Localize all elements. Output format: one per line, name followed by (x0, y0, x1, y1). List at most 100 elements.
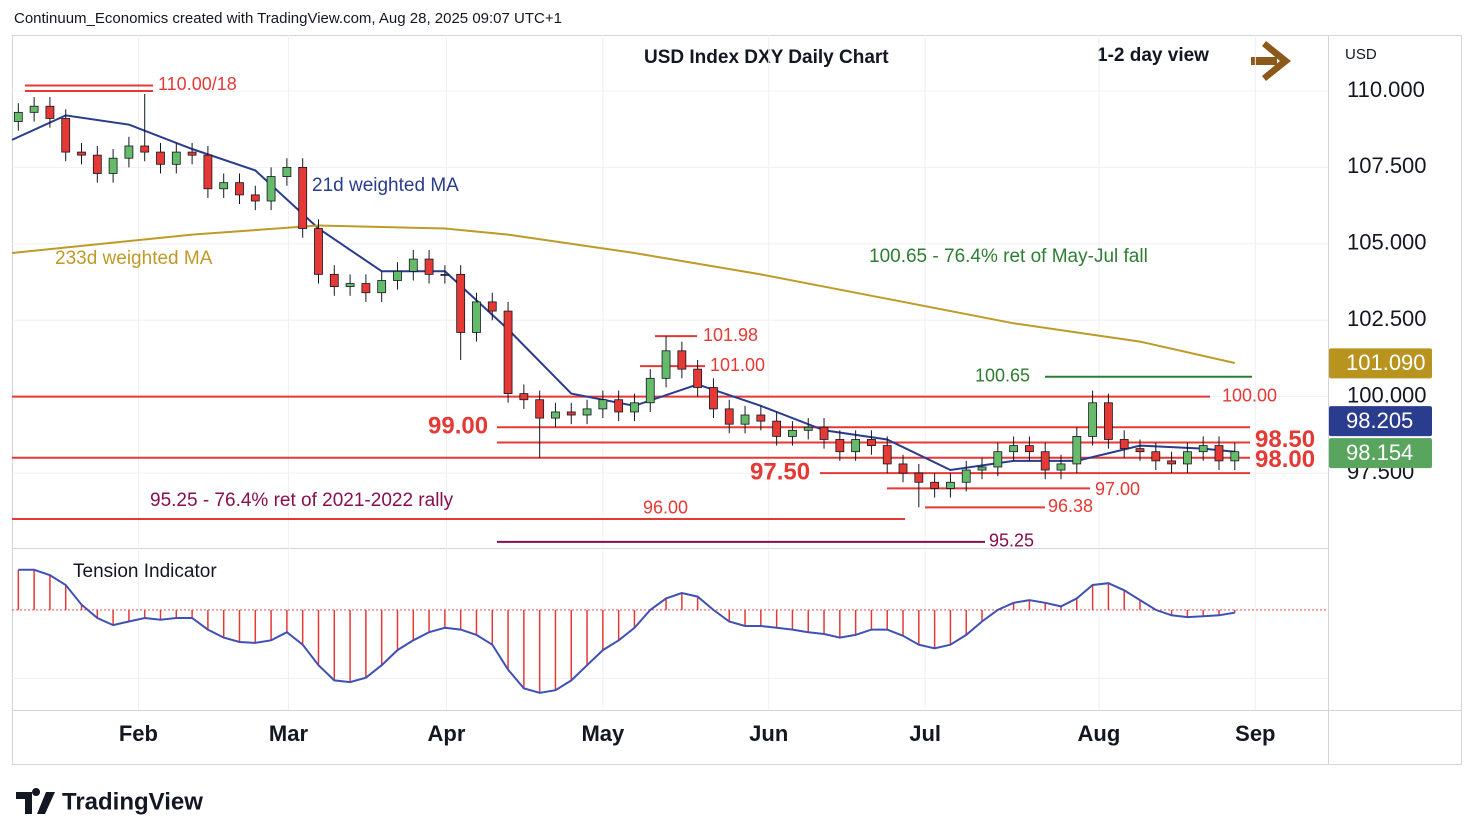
y-tick-label: 100.000 (1347, 382, 1427, 407)
candle-body (598, 399, 608, 410)
brand-logo: TradingView (16, 788, 203, 815)
candle-body (282, 166, 292, 177)
view-label: 1-2 day view (1097, 45, 1209, 66)
candle-body (882, 445, 892, 465)
candle-body (1009, 445, 1019, 453)
y-tick-label: 107.500 (1347, 153, 1427, 178)
candle-body (709, 387, 718, 410)
price-tag-label: 98.205 (1346, 408, 1413, 433)
ma-line (11, 224, 1236, 364)
candle-body (803, 426, 813, 431)
frame (12, 35, 1462, 765)
level-label: 99.00 (428, 413, 488, 440)
x-tick-label: Jul (909, 721, 941, 746)
candle-body (219, 182, 229, 190)
level-label: 95.25 (989, 531, 1034, 551)
x-tick-label: May (581, 721, 625, 746)
candle-body (77, 151, 86, 156)
price-tag-label: 98.154 (1346, 440, 1413, 465)
candle-body (124, 145, 134, 159)
candle-body (1040, 451, 1050, 471)
candle-body (250, 194, 260, 202)
level-label: 101.00 (710, 355, 765, 375)
level-label: 110.00/18 (158, 74, 237, 94)
level-label: 100.00 (1222, 385, 1277, 405)
candle-body (61, 118, 71, 153)
candle-body (930, 481, 940, 489)
candle-body (456, 273, 466, 333)
view-arrow (1251, 41, 1291, 81)
candle-body (29, 105, 39, 113)
chart-title: USD Index DXY Daily Chart (644, 47, 889, 68)
x-tick-label: Jun (749, 721, 788, 746)
candle-body (851, 439, 861, 453)
candle-body (329, 273, 339, 288)
candle-body (1151, 451, 1161, 462)
candle-body (614, 399, 624, 413)
candle-body (898, 463, 908, 474)
candle-body (867, 439, 876, 446)
candle-body (108, 157, 118, 174)
indicator-line (18, 568, 1235, 694)
price-tag (1329, 438, 1432, 469)
candle-body (946, 481, 955, 489)
candle-body (914, 472, 924, 483)
candle-body (772, 420, 782, 437)
candle-body (140, 145, 150, 153)
candle-body (1182, 451, 1192, 465)
candle-body (630, 402, 639, 413)
level-label: 97.50 (750, 458, 810, 485)
candle-body (582, 408, 592, 416)
candle-body (1119, 439, 1129, 450)
candle-body (535, 399, 545, 419)
candle-body (345, 283, 355, 288)
candle-body (1214, 445, 1224, 462)
candle-body (1025, 445, 1034, 453)
candle-body (1135, 448, 1145, 453)
level-label: 96.00 (643, 498, 688, 518)
candle-body (677, 350, 687, 370)
candle-body (408, 258, 418, 272)
header: Continuum_Economics created with Trading… (14, 10, 562, 27)
candle-body (1198, 445, 1208, 453)
y-tick-label: 110.000 (1347, 77, 1425, 102)
candle-body (519, 393, 529, 401)
legend-label: 233d weighted MA (55, 248, 213, 269)
candle-body (361, 283, 371, 294)
candle-body (645, 377, 655, 404)
candle-body (45, 105, 55, 119)
candle-body (835, 439, 845, 453)
candle-body (788, 429, 797, 437)
price-tag (1329, 348, 1432, 379)
candle-body (171, 151, 181, 165)
y-tick-label: 105.000 (1347, 230, 1427, 255)
x-tick-label: Sep (1235, 721, 1275, 746)
candle-body (756, 414, 766, 422)
x-tick-label: Apr (428, 721, 466, 746)
annotation: 95.25 - 76.4% ret of 2021-2022 rally (150, 490, 454, 511)
candle-body (440, 273, 450, 276)
candle-body (203, 154, 213, 190)
candle-body (1104, 402, 1113, 440)
y-tick-label: 102.500 (1347, 306, 1427, 331)
candle-body (266, 176, 276, 202)
candle-body (961, 469, 971, 483)
level-label: 97.00 (1095, 479, 1140, 499)
level-label: 101.98 (703, 325, 758, 345)
candle-body (187, 151, 197, 156)
candle-body (314, 228, 323, 275)
candle-body (377, 280, 387, 294)
level-label: 96.38 (1048, 496, 1093, 516)
candle-body (13, 111, 23, 122)
legend-label: 21d weighted MA (312, 175, 459, 196)
candle-body (819, 426, 829, 440)
x-tick-label: Mar (269, 721, 309, 746)
indicator-title: Tension Indicator (73, 561, 217, 582)
candle-body (724, 408, 734, 425)
candle-body (424, 258, 434, 275)
x-tick-label: Aug (1078, 721, 1121, 746)
candle-body (393, 270, 402, 281)
candle-body (993, 451, 1003, 468)
